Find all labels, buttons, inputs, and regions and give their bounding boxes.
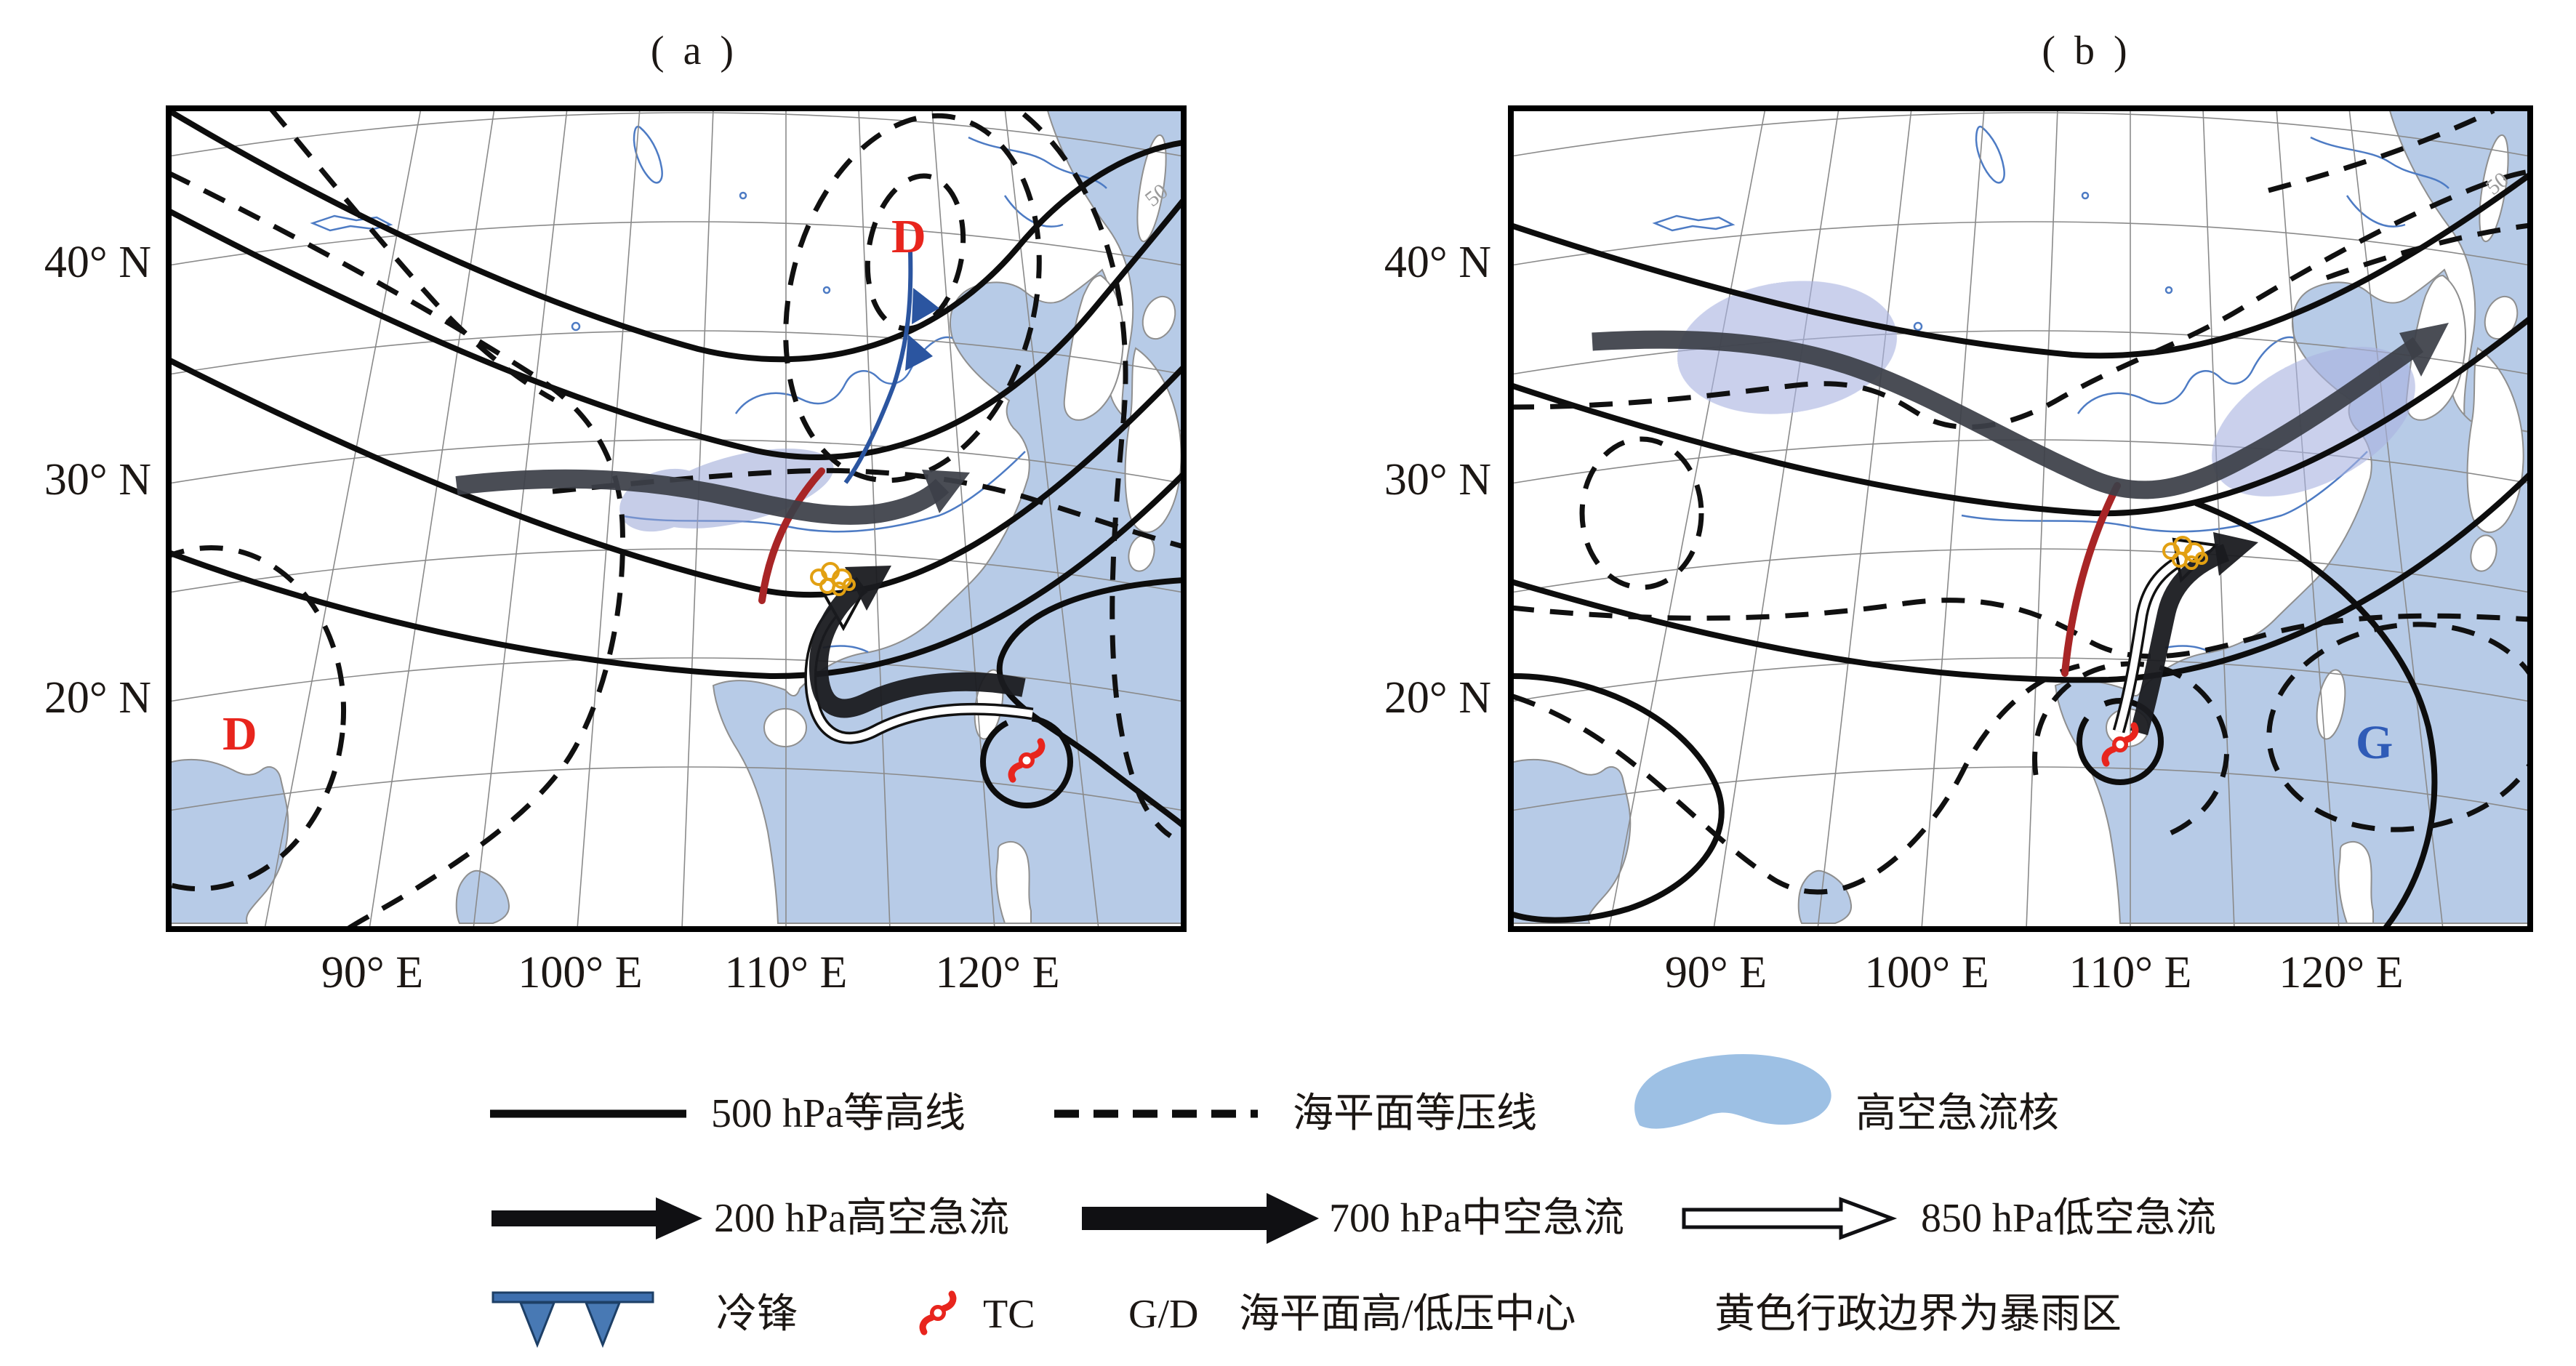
graticule-b xyxy=(1511,108,2530,929)
lon-label-b-110e: 110° E xyxy=(2069,948,2192,997)
map-frame-a xyxy=(166,105,1187,932)
shear-line-a xyxy=(758,467,825,604)
lat-label-b-40n: 40° N xyxy=(1384,238,1491,287)
legend-label-pressure-centers: 海平面高/低压中心 xyxy=(1239,1292,1576,1337)
isobars-b xyxy=(1511,108,2530,895)
thick-filled-arrow-icon xyxy=(1082,1193,1319,1244)
lon-label-b-120e: 120° E xyxy=(2279,948,2404,997)
lon-label-b-100e: 100° E xyxy=(1864,948,1989,997)
lat-label-a-20n: 20° N xyxy=(44,673,151,723)
shear-line-b xyxy=(2061,482,2121,677)
hollow-arrow-icon xyxy=(1682,1197,1898,1240)
legend-label-850hpa-jet: 850 hPa低空急流 xyxy=(1921,1196,2216,1241)
lon-label-b-90e: 90° E xyxy=(1664,948,1768,997)
legend-symbols xyxy=(490,1053,1898,1349)
low-center-label-a-west: D xyxy=(222,707,257,760)
map-frame-b xyxy=(1508,105,2533,932)
contours-500hpa-b xyxy=(1511,172,2530,929)
low-center-label-a-north: D xyxy=(891,210,926,263)
cold-front-a xyxy=(843,251,939,484)
legend-label-isobar: 海平面等压线 xyxy=(1293,1091,1537,1136)
legend-label-jet-core: 高空急流核 xyxy=(1855,1091,2059,1136)
jet-arrow-200-a xyxy=(455,469,970,525)
legend-label-cold-front: 冷锋 xyxy=(716,1292,798,1337)
jet-arrow-200-b xyxy=(1592,323,2449,499)
legend-label-isoheight: 500 hPa等高线 xyxy=(711,1091,966,1136)
jet-arrow-700-b xyxy=(2130,532,2258,736)
isobars-a xyxy=(169,108,1184,929)
legend-label-rainstorm: 黄色行政边界为暴雨区 xyxy=(1714,1292,2122,1337)
lon-label-a-110e: 110° E xyxy=(724,948,848,997)
lat-label-b-30n: 30° N xyxy=(1384,455,1491,505)
lon-label-a-120e: 120° E xyxy=(935,948,1060,997)
panel-b-title: ( b ) xyxy=(2042,28,2132,73)
jet-arrow-700-a xyxy=(808,566,1026,718)
legend-label-200hpa-jet: 200 hPa高空急流 xyxy=(714,1196,1009,1241)
panel-a-title: ( a ) xyxy=(650,28,739,73)
lat-label-b-20n: 20° N xyxy=(1384,673,1491,723)
map-panel-b xyxy=(1508,105,2533,932)
filled-arrow-icon xyxy=(491,1197,702,1240)
lat-label-a-40n: 40° N xyxy=(44,238,151,287)
lat-label-a-30n: 30° N xyxy=(44,455,151,505)
high-center-label-b: G xyxy=(2356,716,2394,769)
legend-label-gd-letters: G/D xyxy=(1128,1292,1199,1337)
jet-core-patch-icon xyxy=(1634,1053,1831,1129)
cold-front-icon xyxy=(491,1291,654,1349)
lon-label-a-90e: 90° E xyxy=(321,948,424,997)
legend-label-700hpa-jet: 700 hPa中空急流 xyxy=(1329,1196,1624,1241)
map-panel-a xyxy=(166,105,1187,932)
tc-icon xyxy=(921,1288,955,1338)
legend-label-tc: TC xyxy=(983,1292,1035,1337)
lon-label-a-100e: 100° E xyxy=(518,948,643,997)
